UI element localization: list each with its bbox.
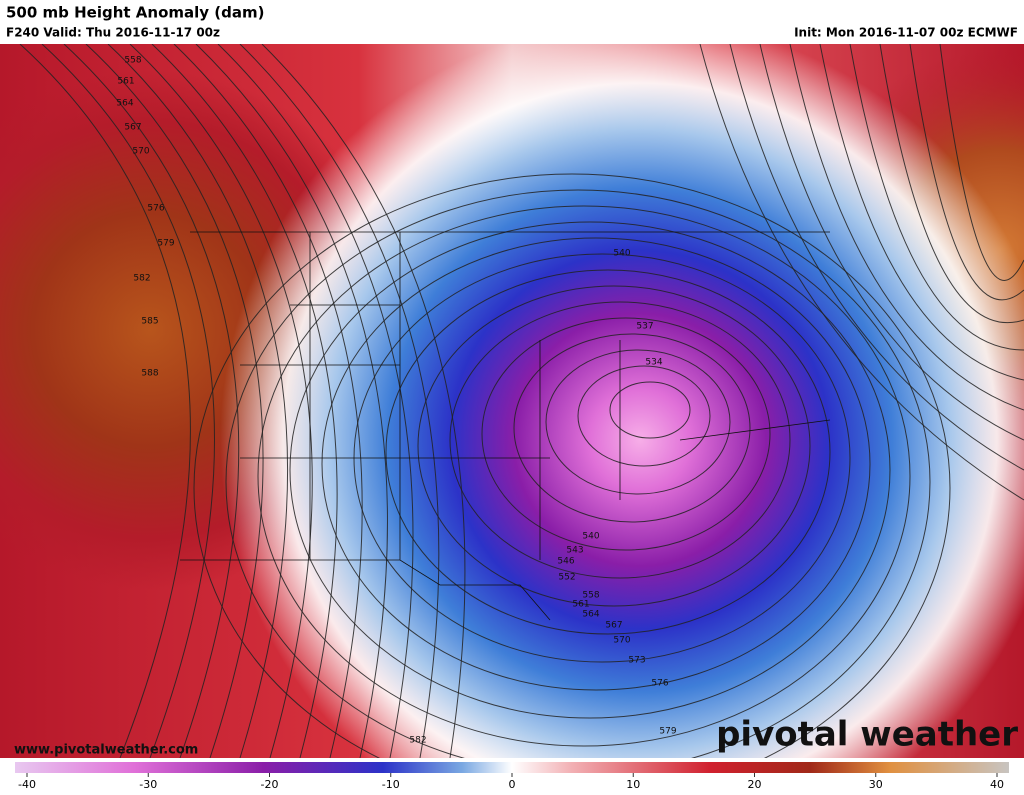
contour-line	[261, 44, 466, 758]
contour-label: 543	[566, 546, 583, 556]
contour-label: 561	[117, 77, 134, 87]
colorbar-tick-label: 10	[626, 778, 640, 791]
contour-line	[257, 205, 911, 747]
map-area: 5585615645675705765795825855885825405375…	[0, 44, 1024, 758]
contour-label: 582	[409, 736, 426, 746]
colorbar-tick-label: 20	[748, 778, 762, 791]
title: 500 mb Height Anomaly (dam)	[6, 4, 265, 22]
contour-label: 570	[132, 147, 149, 157]
contour-label: 567	[124, 123, 141, 133]
contour-line	[699, 44, 1024, 501]
contour-line	[417, 285, 811, 607]
contour-label: 570	[613, 636, 630, 646]
colorbar-tick-label: 40	[990, 778, 1004, 791]
contour-line	[759, 44, 1024, 441]
contour-line	[193, 173, 951, 758]
contour-line	[849, 44, 1024, 351]
contour-line	[151, 44, 338, 758]
contour-label: 573	[628, 656, 645, 666]
contour-line	[85, 44, 264, 758]
contour-label: 582	[133, 274, 150, 284]
contour-label: 540	[582, 532, 599, 542]
contour-line	[217, 44, 414, 758]
contour-label: 588	[141, 369, 158, 379]
contour-label: 579	[659, 727, 676, 737]
contour-line	[225, 189, 931, 758]
colorbar-tick-label: -10	[382, 778, 400, 791]
contour-label: 546	[557, 557, 574, 567]
init-time: Init: Mon 2016-11-07 00z ECMWF	[794, 26, 1018, 40]
colorbar-ticks: -40 -30 -20 -10 0 10 20 30 40	[18, 773, 1004, 791]
contour-line	[195, 44, 388, 758]
colorbar-tick-label: -20	[261, 778, 279, 791]
contour-line	[729, 44, 1024, 471]
contour-label: 558	[582, 591, 599, 601]
contour-label: 585	[141, 317, 158, 327]
contour-label: 552	[558, 573, 575, 583]
contour-label: 561	[572, 600, 589, 610]
contour-label: 579	[157, 239, 174, 249]
contour-line	[41, 44, 216, 758]
contour-label: 558	[124, 56, 141, 66]
contour-line	[513, 333, 751, 523]
contour-label: 534	[645, 358, 662, 368]
contour-line	[107, 44, 289, 758]
contour-line	[609, 381, 691, 439]
contour-label: 564	[582, 610, 599, 620]
colorbar-tick-label: -40	[18, 778, 36, 791]
contour-line	[239, 44, 440, 758]
contour-line	[545, 349, 731, 495]
logo: pivotal weather	[716, 715, 1018, 755]
contour-label: 576	[147, 204, 164, 214]
trough	[0, 44, 1024, 758]
contour-line	[819, 44, 1024, 381]
contour-line	[321, 237, 871, 691]
contour-line	[385, 269, 831, 635]
contour-label: 564	[116, 99, 133, 109]
contour-label: 537	[636, 322, 653, 332]
valid-time: F240 Valid: Thu 2016-11-17 00z	[6, 26, 220, 40]
contour-line	[63, 44, 240, 758]
contour-label: 567	[605, 621, 622, 631]
website: www.pivotalweather.com	[14, 743, 198, 758]
colorbar-tick-label: -30	[139, 778, 157, 791]
contour-line	[289, 221, 891, 719]
colorbar-tick-label: 30	[869, 778, 883, 791]
contour-line	[789, 44, 1024, 411]
contour-line	[909, 44, 1024, 301]
contour-line	[939, 44, 1024, 281]
contour-line	[577, 365, 711, 467]
borders	[180, 231, 831, 621]
contour-line	[481, 317, 771, 551]
colorbar	[15, 762, 1009, 773]
contour-line	[449, 301, 791, 579]
colorbar-tick-label: 0	[509, 778, 516, 791]
contour-label: 576	[651, 679, 668, 689]
contour-line	[19, 44, 191, 758]
contour-line	[173, 44, 363, 758]
contour-line	[879, 44, 1024, 324]
contour-line	[129, 44, 313, 758]
contour-label: 540	[613, 249, 630, 259]
